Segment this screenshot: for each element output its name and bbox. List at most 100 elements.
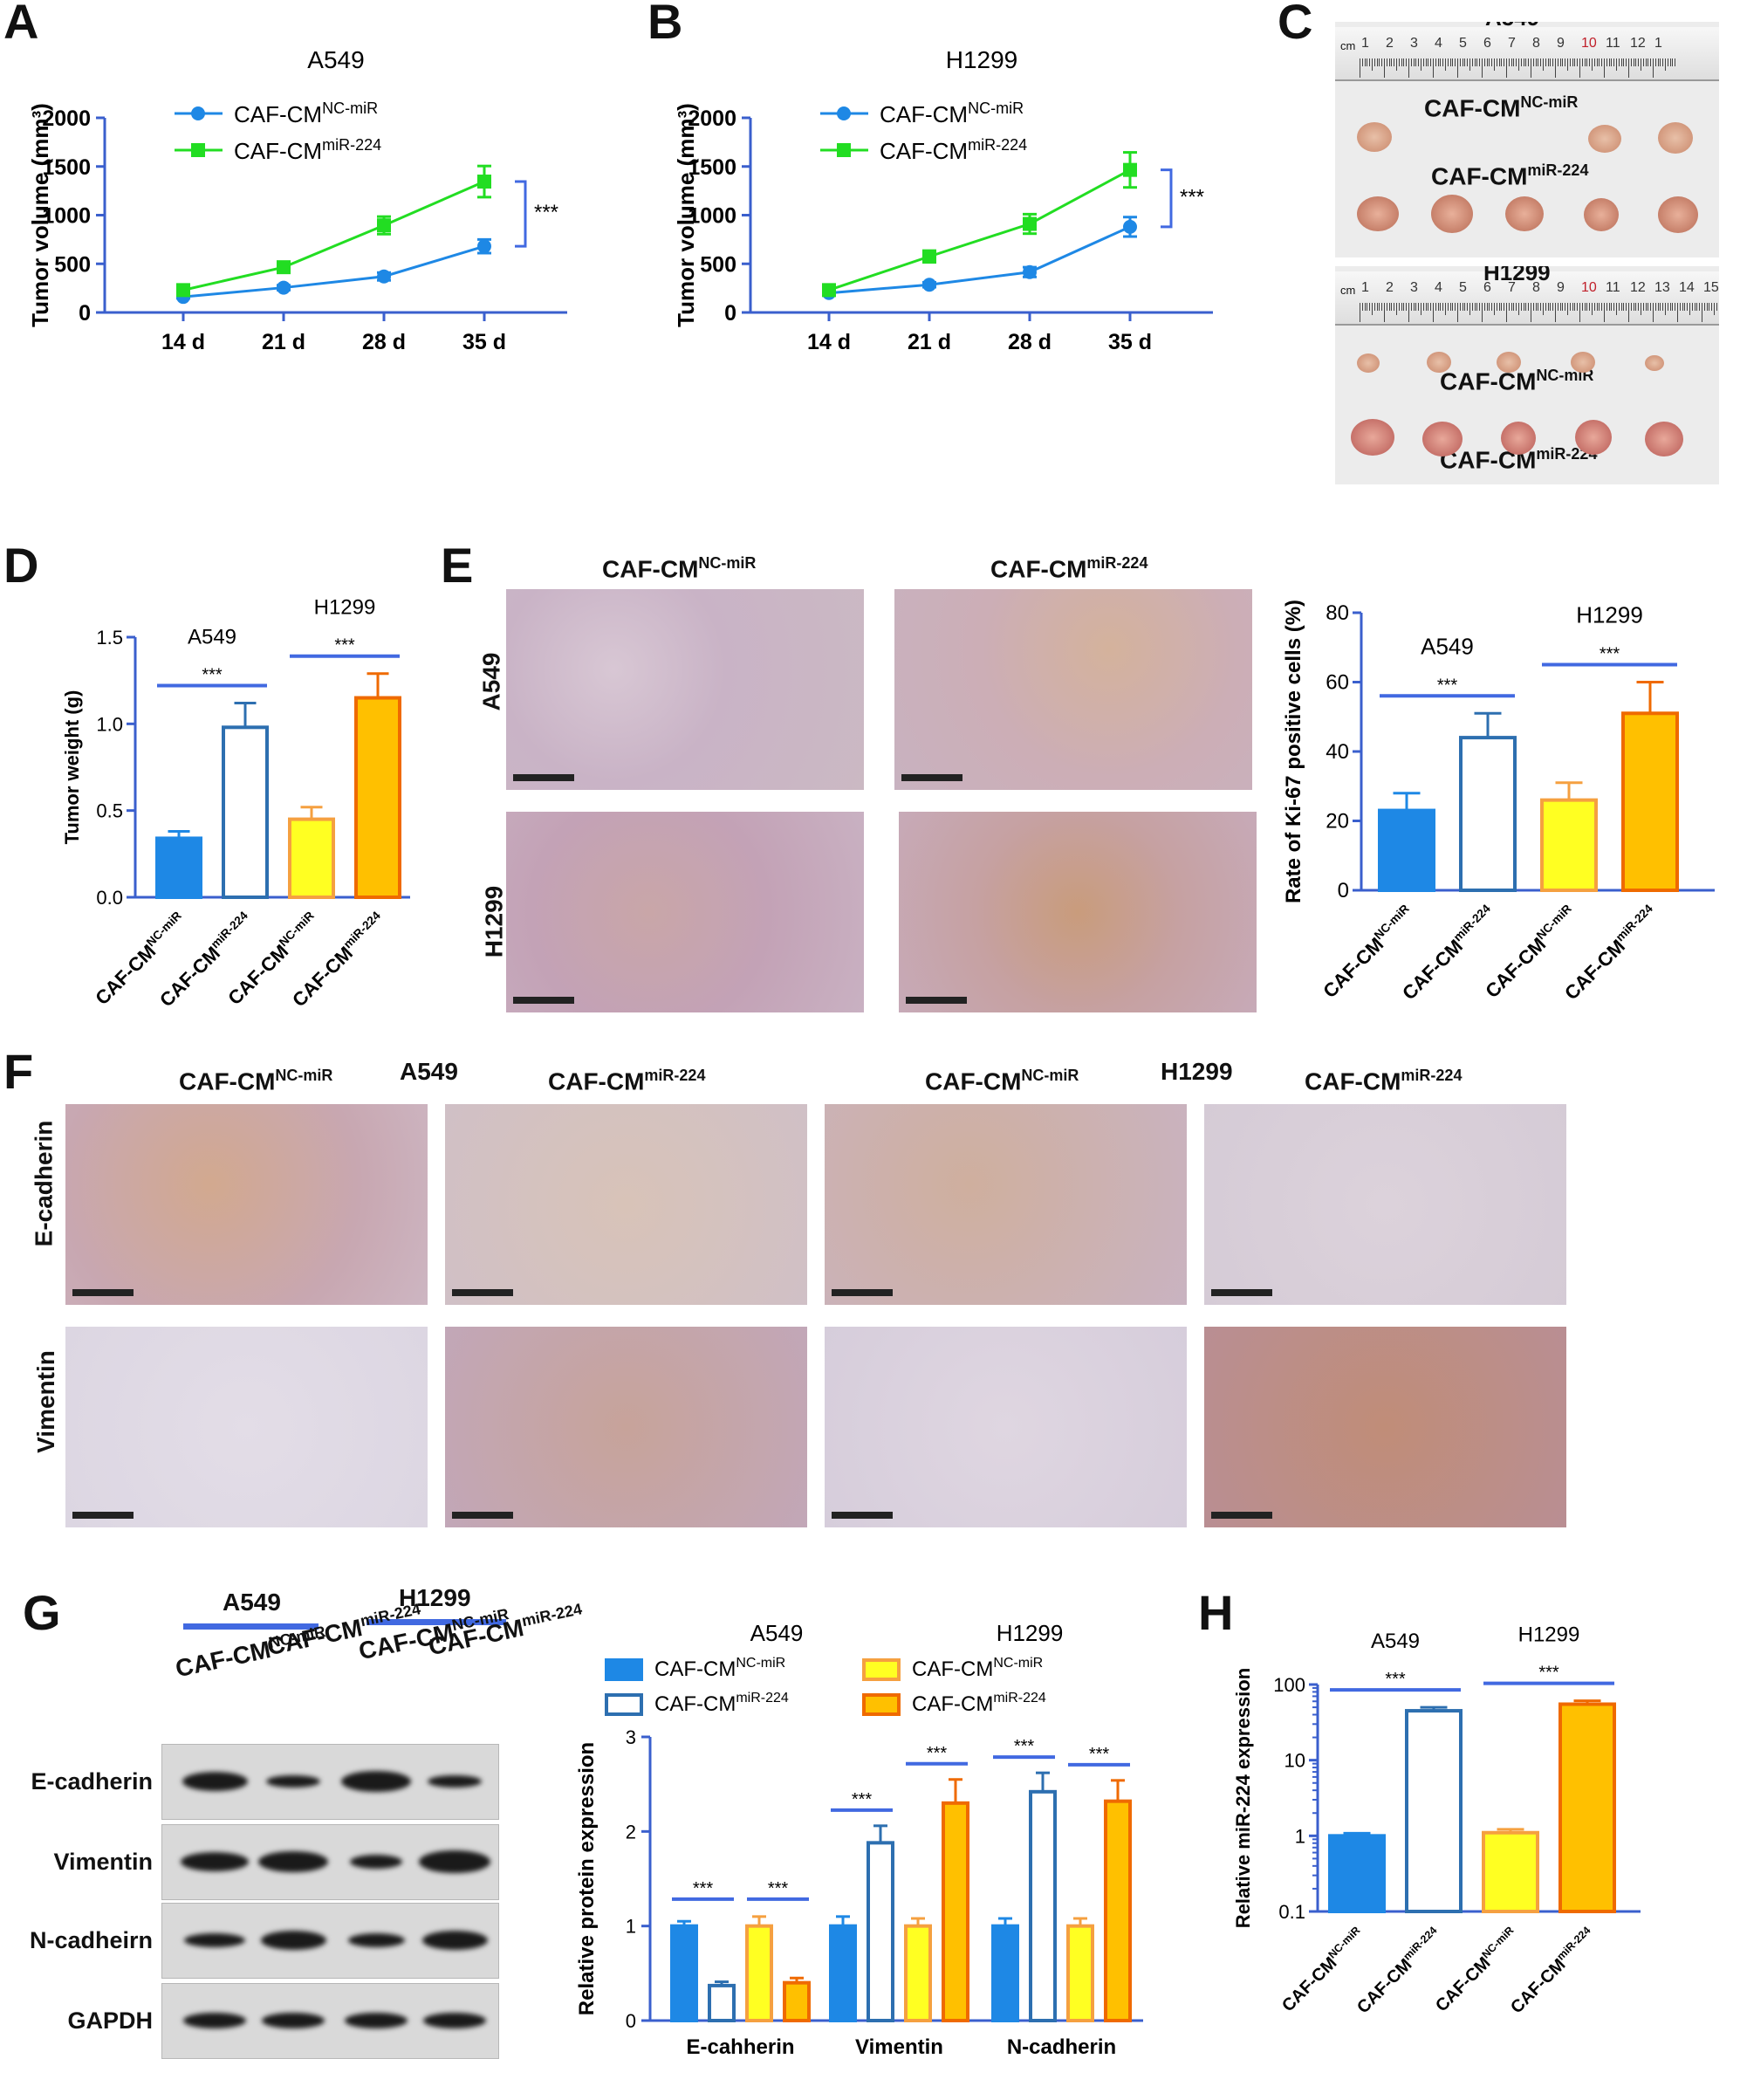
ihc-image [894, 589, 1252, 790]
significance-label: *** [1538, 1664, 1559, 1683]
y-axis-label: Tumor volume (mm³) [27, 103, 53, 327]
ihc-image [65, 1327, 428, 1527]
panel-letter-h: H [1198, 1585, 1234, 1640]
panel-f-h1299-label: H1299 [1161, 1058, 1233, 1085]
ruler-tick [1459, 58, 1461, 66]
ruler-tick [1608, 58, 1610, 66]
protein-band [350, 1855, 402, 1869]
tumor-specimen [1505, 196, 1544, 231]
scale-bar [906, 997, 967, 1004]
ruler-tick [1374, 303, 1375, 311]
ruler-tick [1440, 303, 1442, 311]
ruler-tick [1435, 303, 1436, 311]
data-point [477, 175, 491, 189]
ruler-tick [1361, 303, 1363, 311]
ruler-tick [1464, 303, 1466, 311]
ruler-tick [1410, 58, 1412, 66]
x-tick-label: 21 d [262, 330, 305, 354]
y-tick-label: 2000 [42, 106, 91, 131]
photo-label-mir224: CAF-CMmiR-224 [1431, 161, 1588, 190]
blot-a549-bar [183, 1623, 319, 1630]
ruler-tick [1403, 303, 1405, 311]
ruler-tick [1606, 58, 1607, 66]
ruler-tick [1433, 303, 1434, 322]
scale-bar [452, 1512, 513, 1519]
ruler-number: 13 [1654, 280, 1670, 295]
ruler-number: 5 [1459, 36, 1467, 51]
bar [288, 817, 335, 900]
ruler-tick [1572, 303, 1573, 311]
ruler-tick [1361, 58, 1363, 66]
ruler-number: 9 [1557, 280, 1565, 295]
photo-label-a549: A549 [1485, 22, 1539, 31]
y-tick-label: 0 [1338, 879, 1349, 902]
ruler-tick [1559, 303, 1561, 311]
legend-swatch [862, 1658, 901, 1681]
panel-f-col-label: CAF-CMmiR-224 [548, 1067, 705, 1095]
ruler-tick [1662, 58, 1664, 66]
ruler-tick [1449, 303, 1451, 311]
ruler-tick [1547, 303, 1549, 311]
panel-a-line-chart: A549 0 500 1000 1500 2000 14 d 21 d 28 d 35 d Tumo… [27, 46, 567, 354]
legend-marker [191, 143, 205, 157]
ruler-unit: cm [1340, 284, 1356, 297]
ruler-tick [1388, 303, 1390, 311]
bar [1621, 711, 1679, 892]
ruler-tick [1711, 303, 1713, 311]
label-main: CAF-CM [173, 1636, 273, 1683]
data-point [377, 269, 391, 284]
ruler-tick [1577, 303, 1579, 311]
tumor-specimen [1645, 355, 1664, 371]
blot-strip [161, 1824, 499, 1900]
tumor-specimen [1351, 419, 1394, 456]
ruler-tick [1562, 58, 1564, 66]
ruler-tick [1569, 58, 1571, 66]
x-tick-label: N-cadherin [1007, 2035, 1116, 2059]
significance-label: *** [768, 1879, 789, 1898]
tumor-specimen [1422, 422, 1463, 456]
y-tick-label: 2 [626, 1821, 636, 1843]
bar [1540, 798, 1598, 892]
significance-label: *** [1600, 645, 1620, 664]
ruler-tick [1398, 303, 1400, 311]
x-tick-label: 14 d [161, 330, 205, 354]
y-tick-label: 0 [79, 301, 91, 326]
ruler-tick [1592, 58, 1593, 71]
bar [155, 836, 202, 900]
ruler-tick [1435, 58, 1436, 66]
y-tick-label: 60 [1326, 671, 1349, 695]
ruler-tick [1679, 303, 1681, 311]
ruler-tick [1452, 58, 1454, 66]
ruler-tick [1579, 58, 1580, 78]
ruler-tick [1506, 303, 1507, 322]
group-label: H1299 [1518, 1623, 1580, 1647]
tumor-specimen [1658, 196, 1698, 233]
ruler-tick [1584, 58, 1586, 66]
ruler-tick [1691, 303, 1693, 311]
ihc-image [1204, 1327, 1566, 1527]
y-tick-label: 0 [724, 301, 736, 326]
ruler-number: 4 [1435, 280, 1442, 295]
data-point [1123, 162, 1137, 177]
ruler-number: 12 [1630, 280, 1646, 295]
category-label: CAF-CMmiR-224 [1559, 902, 1661, 1004]
bar [867, 1841, 894, 2022]
ruler-tick [1653, 58, 1654, 78]
ruler-tick [1540, 303, 1542, 311]
ruler-number: 8 [1532, 280, 1540, 295]
y-tick-label: 1000 [42, 204, 91, 229]
photo-label-nc: CAF-CMNC-miR [1424, 93, 1578, 122]
panel-e-row-label-a549: A549 [477, 652, 505, 711]
x-tick-label: 21 d [908, 330, 951, 354]
panel-e-bar-chart: 0 20 40 60 80 Rate of Ki-67 positive cells (%… [1282, 600, 1715, 1004]
panel-g-bar-chart: 0 1 2 3 Relative protein expression E-cahheri… [575, 1623, 1143, 2059]
significance-label: *** [1014, 1737, 1035, 1756]
bar [1482, 1830, 1539, 1914]
blot-strip [161, 1983, 499, 2059]
panel-f-col-label: CAF-CMmiR-224 [1305, 1067, 1462, 1095]
panel-letter-g: G [23, 1585, 61, 1640]
ruler-tick [1620, 303, 1622, 311]
ruler-tick [1396, 58, 1397, 71]
data-point [1023, 216, 1037, 231]
group-label: H1299 [1576, 602, 1643, 628]
